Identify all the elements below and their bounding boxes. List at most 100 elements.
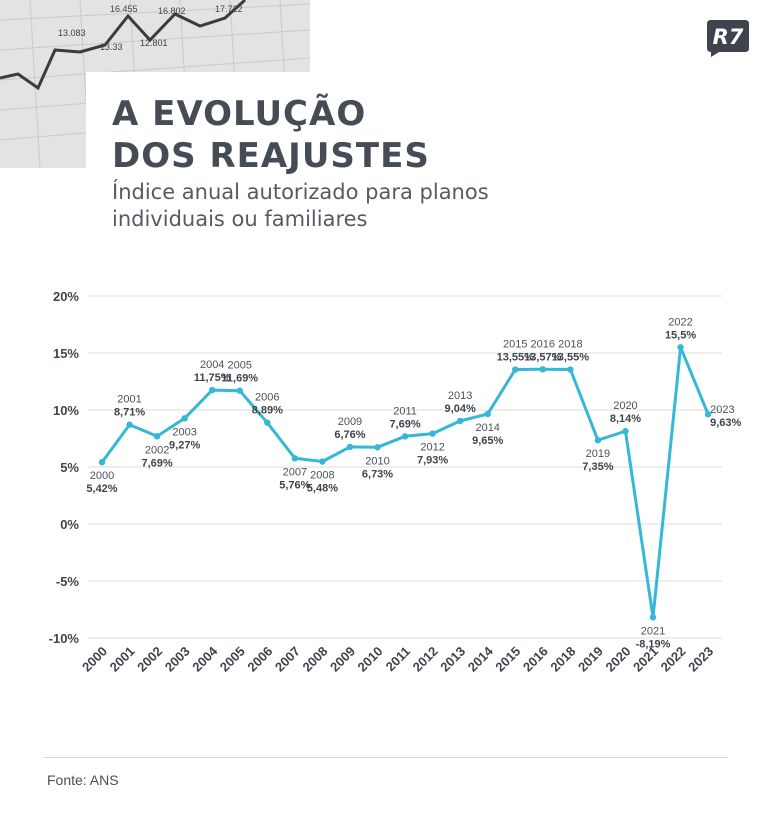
x-tick-label: 2018 xyxy=(547,644,578,675)
data-label-value: 6,73% xyxy=(362,468,393,480)
data-point xyxy=(677,344,684,351)
x-tick-label: 2006 xyxy=(244,644,275,675)
data-label-year: 2022 xyxy=(668,316,692,328)
line-chart: -10%-5%0%5%10%15%20% 2000200120022003200… xyxy=(49,289,742,675)
y-tick-label: -10% xyxy=(49,631,80,646)
x-tick-label: 2012 xyxy=(410,644,441,675)
data-label-value: 9,27% xyxy=(169,439,200,451)
data-label-value: 13,57% xyxy=(524,351,562,363)
page-subtitle: individuais ou familiares xyxy=(112,207,368,231)
data-point xyxy=(126,421,133,428)
data-point xyxy=(704,411,712,418)
data-label-year: 2003 xyxy=(172,426,196,438)
data-point xyxy=(98,459,106,466)
data-label-value: 5,42% xyxy=(86,483,117,495)
data-label-value: 13,55% xyxy=(497,352,535,364)
data-label-year: 2015 xyxy=(503,339,527,351)
x-tick-label: 2011 xyxy=(383,644,414,675)
y-tick-label: 5% xyxy=(60,460,79,475)
footer-divider xyxy=(43,757,728,758)
title-card xyxy=(86,72,686,244)
data-point xyxy=(374,444,381,451)
data-point xyxy=(567,366,574,373)
points-layer xyxy=(98,344,712,621)
y-tick-label: 0% xyxy=(60,517,79,532)
x-tick-label: 2005 xyxy=(217,644,248,675)
data-label-year: 2008 xyxy=(310,470,334,482)
x-tick-label: 2003 xyxy=(162,644,193,675)
y-tick-label: -5% xyxy=(56,574,80,589)
data-label-value: 15,5% xyxy=(665,329,696,341)
data-point xyxy=(209,386,216,394)
data-point xyxy=(181,415,188,422)
data-label-value: 7,93% xyxy=(417,455,448,467)
grid-layer xyxy=(88,295,722,639)
data-point xyxy=(512,366,519,373)
data-label-year: 2000 xyxy=(90,470,114,482)
x-tick-label: 2004 xyxy=(189,643,221,675)
x-tick-label: 2007 xyxy=(272,644,303,675)
x-tick-label: 2014 xyxy=(465,643,497,675)
data-point xyxy=(539,366,546,373)
data-label-value: -8,19% xyxy=(636,638,671,650)
data-label-value: 8,71% xyxy=(114,407,145,419)
data-point xyxy=(429,430,436,437)
x-axis: 2000200120022003200420052006200720082009… xyxy=(79,643,716,675)
series-line xyxy=(100,345,710,619)
data-label-year: 2011 xyxy=(393,405,417,417)
data-label-year: 2019 xyxy=(586,448,610,460)
x-tick-label: 2020 xyxy=(603,644,634,675)
page-subtitle: Índice anual autorizado para planos xyxy=(112,180,489,204)
data-label-year: 2014 xyxy=(475,422,499,434)
data-label-year: 2007 xyxy=(283,466,307,478)
x-tick-label: 2009 xyxy=(327,644,358,675)
x-tick-label: 2023 xyxy=(685,644,716,675)
data-point xyxy=(594,437,602,444)
data-point xyxy=(153,433,161,440)
data-label-year: 2010 xyxy=(365,455,389,467)
data-label-year: 2021 xyxy=(641,625,665,637)
source-note: Fonte: ANS xyxy=(47,772,119,788)
series-layer xyxy=(100,345,710,619)
x-tick-label: 2010 xyxy=(355,644,386,675)
data-label-value: 8,89% xyxy=(252,405,283,417)
page-title: DOS REAJUSTES xyxy=(112,136,430,176)
photo-number: 13.083 xyxy=(58,28,86,38)
data-label-year: 2005 xyxy=(228,360,252,372)
photo-number: 17.722 xyxy=(215,4,243,14)
logo-text: R7 xyxy=(713,25,744,49)
data-point xyxy=(319,458,326,465)
photo-number: 16.802 xyxy=(158,6,186,16)
data-label-value: 7,35% xyxy=(582,461,613,473)
y-tick-label: 10% xyxy=(53,403,79,418)
page-title: A EVOLUÇÃO xyxy=(112,94,367,134)
data-point xyxy=(346,443,354,451)
r7-logo: R7 xyxy=(707,20,749,57)
data-label-year: 2009 xyxy=(338,416,362,428)
data-point xyxy=(401,433,409,440)
data-label-year: 2004 xyxy=(200,359,224,371)
data-label-value: 9,63% xyxy=(710,417,741,429)
data-label-value: 6,76% xyxy=(334,429,365,441)
photo-number: 13.33 xyxy=(100,42,123,52)
x-tick-label: 2001 xyxy=(107,644,138,675)
data-label-value: 5,48% xyxy=(307,483,338,495)
y-axis: -10% -5% 0% 5% 10% 15% 20% xyxy=(49,289,80,646)
data-label-year: 2012 xyxy=(420,442,444,454)
x-tick-label: 2019 xyxy=(575,644,606,675)
data-label-value: 8,14% xyxy=(610,413,641,425)
data-label-value: 13,55% xyxy=(552,352,590,364)
data-label-year: 2013 xyxy=(448,390,472,402)
data-point xyxy=(484,410,491,418)
data-label-year: 2016 xyxy=(531,338,555,350)
data-point xyxy=(649,614,657,621)
data-point xyxy=(622,428,629,435)
data-labels-layer: 20005,42%20018,71%20027,69%20039,27%2004… xyxy=(86,316,741,650)
data-point xyxy=(264,419,271,426)
data-label-value: 5,76% xyxy=(279,479,310,491)
data-label-value: 7,69% xyxy=(141,457,172,469)
data-label-year: 2002 xyxy=(145,444,169,456)
data-label-year: 2018 xyxy=(558,339,582,351)
x-tick-label: 2008 xyxy=(299,644,330,675)
data-label-value: 9,04% xyxy=(445,403,476,415)
